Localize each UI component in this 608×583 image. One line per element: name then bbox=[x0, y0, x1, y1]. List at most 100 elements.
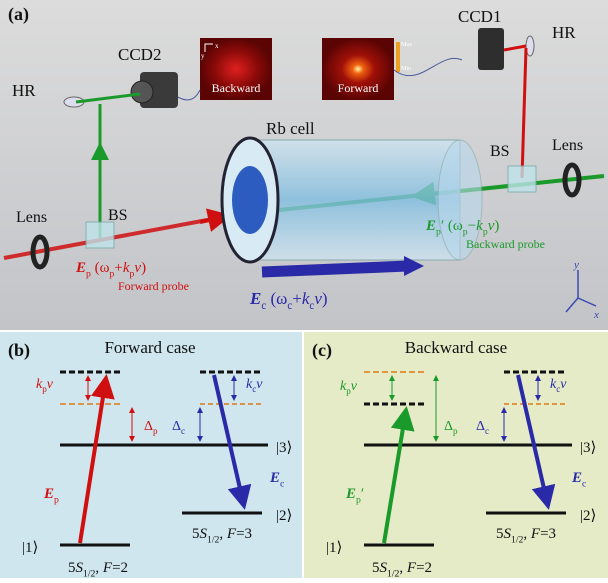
label-run: c bbox=[280, 479, 285, 490]
coupling-beam bbox=[262, 266, 408, 272]
label: x bbox=[215, 42, 219, 50]
label-run: v bbox=[256, 377, 263, 392]
label-run: E bbox=[345, 486, 356, 502]
label: Backward probe bbox=[466, 237, 545, 251]
label: BS bbox=[490, 143, 510, 160]
label: Lens bbox=[16, 209, 47, 226]
fiber-bundle bbox=[232, 166, 268, 234]
label-run: y bbox=[573, 259, 579, 271]
label-run: |3⟩ bbox=[276, 440, 292, 456]
figure: (a) CCD2 HR Backward Forward Max Min CCD1 HR Rb c… bbox=[0, 0, 608, 578]
label-run: (ω bbox=[91, 260, 110, 276]
label: |3⟩ bbox=[276, 440, 292, 456]
label-run: 1/2 bbox=[511, 535, 524, 546]
label: HR bbox=[12, 81, 36, 100]
label-run: Backward bbox=[212, 81, 261, 95]
label: BS bbox=[108, 207, 128, 224]
label-run: v bbox=[560, 377, 567, 392]
ccd1 bbox=[478, 28, 504, 70]
label-run: E bbox=[249, 289, 261, 308]
label: |1⟩ bbox=[22, 540, 38, 556]
label-run: Min bbox=[401, 66, 411, 72]
label-run: p bbox=[453, 426, 458, 436]
bs-cube bbox=[86, 222, 114, 248]
label: Backward case bbox=[405, 338, 507, 357]
label: Max bbox=[401, 42, 412, 48]
label-run: 5 bbox=[372, 560, 380, 576]
label-run: y bbox=[201, 52, 205, 60]
label-run: ′ bbox=[361, 486, 364, 502]
label-run: =2 bbox=[112, 560, 128, 576]
label-run: HR bbox=[12, 81, 36, 100]
label-run: HR bbox=[552, 23, 576, 42]
label: Rb cell bbox=[266, 119, 315, 138]
label-run: E bbox=[269, 470, 280, 486]
label-run: Backward probe bbox=[466, 237, 545, 251]
label: Forward bbox=[338, 81, 379, 95]
panel-c-bg bbox=[304, 332, 608, 578]
label: Forward case bbox=[104, 338, 195, 357]
label-run: ) bbox=[141, 260, 146, 276]
label-run: x bbox=[215, 42, 219, 50]
label-run: CCD1 bbox=[458, 7, 501, 26]
label: Backward bbox=[212, 81, 261, 95]
panel-b-bg bbox=[0, 332, 302, 578]
label: |2⟩ bbox=[276, 508, 292, 524]
label-run: 1/2 bbox=[83, 569, 96, 579]
label-run: v bbox=[351, 379, 358, 394]
bs-cube bbox=[508, 166, 536, 192]
label: 5S1/2, F=2 bbox=[68, 560, 128, 578]
label-run: BS bbox=[490, 143, 510, 160]
label-run: BS bbox=[108, 207, 128, 224]
rb-cell bbox=[250, 140, 460, 260]
label-run: 5 bbox=[496, 526, 504, 542]
label-run: 5 bbox=[192, 526, 200, 542]
label-run: 5 bbox=[68, 560, 76, 576]
label-run: E bbox=[75, 260, 86, 276]
label-run: + bbox=[292, 289, 302, 308]
label-run: + bbox=[114, 260, 122, 276]
label: Forward probe bbox=[118, 279, 189, 293]
label-run: |2⟩ bbox=[580, 508, 596, 524]
label-run: c bbox=[485, 426, 489, 436]
label: y bbox=[201, 52, 205, 60]
label-run: 1/2 bbox=[387, 569, 400, 579]
label: |1⟩ bbox=[326, 540, 342, 556]
label-run: , bbox=[399, 560, 407, 576]
label-run: Δ bbox=[172, 419, 181, 434]
label: Lens bbox=[552, 137, 583, 154]
label-run: Backward case bbox=[405, 338, 507, 357]
label-run: Lens bbox=[552, 137, 583, 154]
panel-tag: (a) bbox=[8, 4, 29, 25]
label-run: , bbox=[219, 526, 227, 542]
label: CCD2 bbox=[118, 45, 161, 64]
label-run: Lens bbox=[16, 209, 47, 226]
label-run: Δ bbox=[444, 419, 453, 434]
label-run: x bbox=[593, 309, 599, 321]
label-run: =3 bbox=[540, 526, 556, 542]
label-run: p bbox=[153, 426, 158, 436]
label-run: , bbox=[95, 560, 103, 576]
label-run: c bbox=[181, 426, 185, 436]
label: HR bbox=[552, 23, 576, 42]
label-run: c bbox=[582, 479, 587, 490]
label: x bbox=[593, 309, 599, 321]
label-run: E bbox=[571, 470, 582, 486]
label-run: Forward probe bbox=[118, 279, 189, 293]
label: CCD1 bbox=[458, 7, 501, 26]
label-run: ) bbox=[494, 218, 499, 234]
panel-tag: (b) bbox=[8, 340, 30, 361]
label-run: Rb cell bbox=[266, 119, 315, 138]
label-run: |1⟩ bbox=[326, 540, 342, 556]
label-run: =2 bbox=[416, 560, 432, 576]
colorbar bbox=[396, 42, 400, 72]
label-run: Max bbox=[401, 42, 412, 48]
label-run: p bbox=[54, 495, 59, 506]
label-run: Forward case bbox=[104, 338, 195, 357]
label-run: CCD2 bbox=[118, 45, 161, 64]
label-run: |2⟩ bbox=[276, 508, 292, 524]
label-run: (ω bbox=[266, 289, 287, 308]
label: |2⟩ bbox=[580, 508, 596, 524]
label-run: ) bbox=[322, 289, 328, 308]
label: 5S1/2, F=2 bbox=[372, 560, 432, 578]
